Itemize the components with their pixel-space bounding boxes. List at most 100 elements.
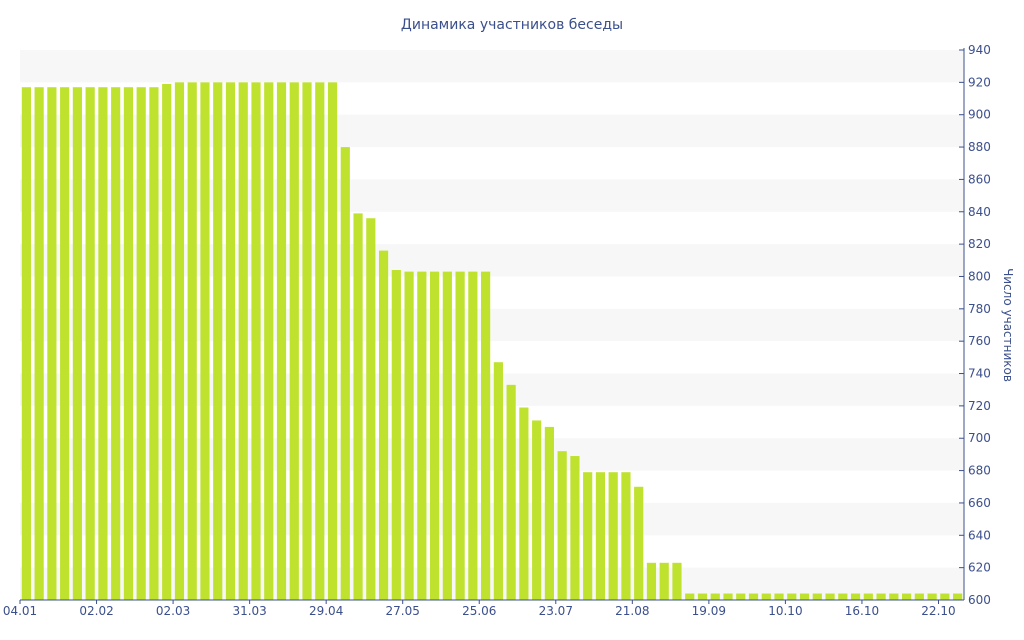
bar: [98, 87, 108, 600]
bar: [863, 593, 873, 600]
x-tick-label: 23.07: [539, 604, 573, 618]
y-tick-label: 640: [968, 528, 991, 542]
bar: [902, 593, 912, 600]
grid-band: [20, 114, 964, 148]
x-tick-label: 21.08: [615, 604, 649, 618]
y-tick-label: 720: [968, 399, 991, 413]
grid-band: [20, 567, 964, 600]
bar: [72, 87, 82, 600]
x-tick-label: 31.03: [232, 604, 266, 618]
bar: [940, 593, 950, 600]
y-tick-label: 740: [968, 367, 991, 381]
grid-band: [20, 244, 964, 277]
y-axis-label: Число участников: [1001, 268, 1015, 382]
bar: [404, 271, 414, 600]
bar: [200, 82, 210, 601]
bar: [532, 420, 542, 600]
grid-band: [20, 502, 964, 536]
bar: [519, 407, 529, 600]
x-tick-label: 02.03: [156, 604, 190, 618]
x-tick-label: 19.09: [692, 604, 726, 618]
bar: [506, 384, 516, 600]
bar: [672, 562, 682, 600]
bar: [570, 456, 580, 600]
bar: [595, 472, 606, 600]
x-tick-label: 10.10: [768, 604, 802, 618]
bar: [174, 82, 185, 601]
bar: [60, 87, 70, 600]
bar: [634, 486, 644, 600]
bar: [123, 87, 134, 600]
grid-band: [20, 438, 964, 471]
bar: [289, 82, 299, 601]
bar: [391, 270, 401, 600]
x-tick-label: 22.10: [921, 604, 955, 618]
x-axis-ticks: 04.01 02.02 02.03 31.03 29.04 27.05 25.06 23.07…: [3, 600, 956, 618]
bar: [162, 83, 172, 601]
grid-band: [20, 50, 964, 83]
bar: [225, 82, 236, 601]
bar: [468, 271, 478, 600]
bar: [761, 593, 771, 600]
grid-band: [20, 373, 964, 406]
bar: [927, 593, 937, 600]
x-tick-label: 16.10: [845, 604, 879, 618]
bar: [315, 82, 325, 601]
y-tick-label: 780: [968, 302, 991, 316]
bar: [876, 593, 886, 600]
bar: [646, 562, 657, 600]
bar: [659, 562, 669, 600]
y-tick-label: 940: [968, 43, 991, 57]
y-tick-label: 820: [968, 237, 991, 251]
bar: [276, 82, 287, 601]
bar: [825, 593, 835, 600]
bar: [774, 593, 784, 600]
bar: [136, 87, 146, 600]
bar: [21, 87, 31, 600]
bar: [914, 593, 924, 600]
x-tick-label: 29.04: [309, 604, 343, 618]
bar: [493, 362, 503, 600]
grid-band: [20, 179, 964, 212]
bar: [353, 213, 363, 600]
bar: [812, 593, 822, 600]
bar: [544, 426, 554, 600]
bar: [149, 87, 159, 600]
bar: [327, 82, 338, 601]
grid-bands: [20, 50, 964, 600]
y-tick-label: 840: [968, 205, 991, 219]
bar: [608, 472, 618, 600]
chart-title: Динамика участников беседы: [401, 17, 623, 33]
bar: [378, 250, 389, 600]
bar: [850, 593, 861, 600]
bar: [889, 593, 899, 600]
bar: [455, 271, 465, 600]
y-tick-label: 600: [968, 593, 991, 607]
x-tick-label: 02.02: [79, 604, 113, 618]
bar: [238, 82, 248, 601]
bar: [799, 593, 810, 600]
y-tick-label: 660: [968, 496, 991, 510]
bar: [583, 472, 593, 600]
bar: [736, 593, 746, 600]
bar: [557, 451, 567, 600]
bar: [366, 218, 376, 601]
y-tick-label: 680: [968, 464, 991, 478]
y-tick-label: 700: [968, 431, 991, 445]
grid-band: [20, 308, 964, 342]
x-tick-label: 25.06: [462, 604, 496, 618]
y-tick-label: 760: [968, 334, 991, 348]
bar: [111, 87, 121, 600]
y-tick-label: 920: [968, 75, 991, 89]
bar: [748, 593, 759, 600]
bar: [340, 147, 350, 600]
x-tick-label: 04.01: [3, 604, 37, 618]
bar: [417, 271, 427, 600]
bar: [264, 82, 274, 601]
bar: [481, 271, 491, 600]
y-axis-ticks: 600 620 640 660 680 700 720 740 760 780 800 820 840 8…: [959, 43, 991, 607]
bar: [213, 82, 223, 601]
bar: [723, 593, 733, 600]
y-tick-label: 880: [968, 140, 991, 154]
